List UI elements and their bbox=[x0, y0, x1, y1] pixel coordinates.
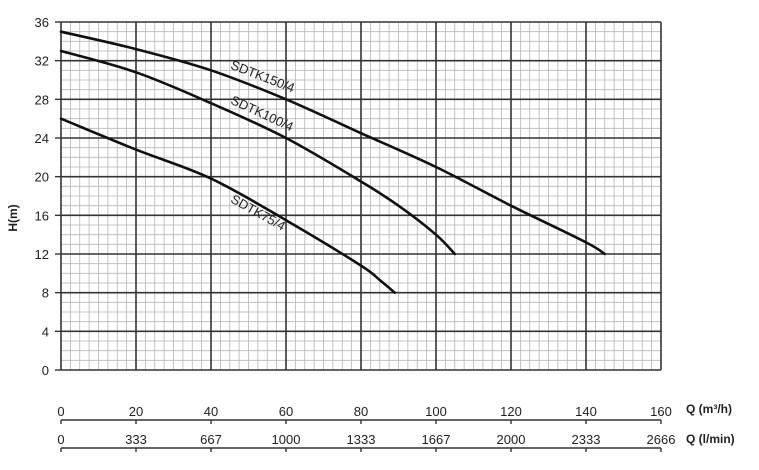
y-axis-ticks: 0 4 8 12 16 20 24 28 32 36 bbox=[35, 15, 61, 378]
x-tick-label: 2000 bbox=[497, 432, 526, 447]
x-tick-label: 0 bbox=[57, 404, 64, 419]
x-axis-flow-m3h: 0 20 40 60 80 100 120 140 160 Q (m³/h) bbox=[57, 402, 732, 424]
y-tick-label: 24 bbox=[35, 131, 49, 146]
x-tick-label: 1000 bbox=[272, 432, 301, 447]
y-tick-label: 12 bbox=[35, 247, 49, 262]
x-tick-label: 60 bbox=[279, 404, 293, 419]
x-tick-label: 80 bbox=[354, 404, 368, 419]
x-tick-label: 100 bbox=[425, 404, 447, 419]
y-axis-title: H(m) bbox=[6, 204, 20, 231]
x-axis-flow-lmin: 0 333 667 1000 1333 1667 2000 2333 2666 Q (l/min) bbox=[57, 432, 735, 452]
pump-curves bbox=[59, 30, 607, 294]
x-tick-label: 2666 bbox=[647, 432, 676, 447]
x-axis-title: Q (m³/h) bbox=[686, 402, 732, 416]
curve-sdtk100-4 bbox=[59, 49, 457, 256]
x-tick-label: 40 bbox=[204, 404, 218, 419]
x-tick-label: 160 bbox=[650, 404, 672, 419]
x-tick-label: 0 bbox=[57, 432, 64, 447]
major-grid bbox=[60, 21, 662, 371]
y-tick-label: 0 bbox=[42, 363, 49, 378]
x-tick-label: 120 bbox=[500, 404, 522, 419]
x-axis-title: Q (l/min) bbox=[686, 432, 735, 446]
curve-sdtk150-4 bbox=[59, 30, 607, 256]
y-tick-label: 20 bbox=[35, 170, 49, 185]
x-tick-label: 667 bbox=[200, 432, 222, 447]
x-tick-label: 20 bbox=[129, 404, 143, 419]
y-tick-label: 36 bbox=[35, 15, 49, 30]
y-tick-label: 16 bbox=[35, 208, 49, 223]
x-tick-label: 1333 bbox=[347, 432, 376, 447]
x-tick-label: 1667 bbox=[422, 432, 451, 447]
curve-sdtk75-4 bbox=[59, 117, 397, 294]
y-tick-label: 28 bbox=[35, 92, 49, 107]
y-tick-label: 8 bbox=[42, 286, 49, 301]
y-tick-label: 32 bbox=[35, 54, 49, 69]
x-tick-label: 333 bbox=[125, 432, 147, 447]
y-tick-label: 4 bbox=[42, 324, 49, 339]
x-tick-label: 140 bbox=[575, 404, 597, 419]
x-tick-label: 2333 bbox=[572, 432, 601, 447]
